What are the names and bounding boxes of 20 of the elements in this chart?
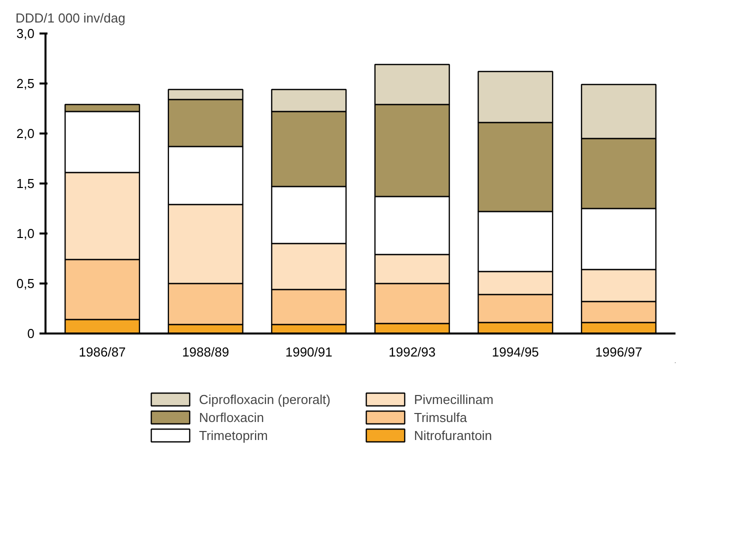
y-tick-label: 3,0 <box>16 26 35 41</box>
y-axis-title: DDD/1 000 inv/dag <box>16 10 126 26</box>
x-tick-label: 1994/95 <box>492 344 539 360</box>
legend-label: Trimetoprim <box>199 428 269 442</box>
x-tick-label: 1992/93 <box>388 344 436 360</box>
x-tick-label: 1986/87 <box>78 344 126 360</box>
legend-label: Trimsulfa <box>414 410 468 424</box>
y-tick-label: 2,5 <box>16 76 35 91</box>
legend-label: Norfloxacin <box>199 410 266 424</box>
y-tick-label: 1,0 <box>16 226 35 241</box>
x-tick-label: 1990/91 <box>285 344 332 360</box>
legend-label: Nitrofurantoin <box>414 428 494 442</box>
legend-label: Ciprofloxacin (peroralt) <box>199 392 332 406</box>
y-tick-label: 2,0 <box>16 126 35 141</box>
x-tick-label: 1988/89 <box>182 344 230 360</box>
y-tick-label: 1,5 <box>16 176 35 191</box>
y-tick-label: 0,5 <box>16 276 35 291</box>
y-tick-label: 0 <box>27 326 35 341</box>
legend-label: Pivmecillinam <box>414 392 494 406</box>
x-tick-label: 1996/97 <box>595 344 642 360</box>
